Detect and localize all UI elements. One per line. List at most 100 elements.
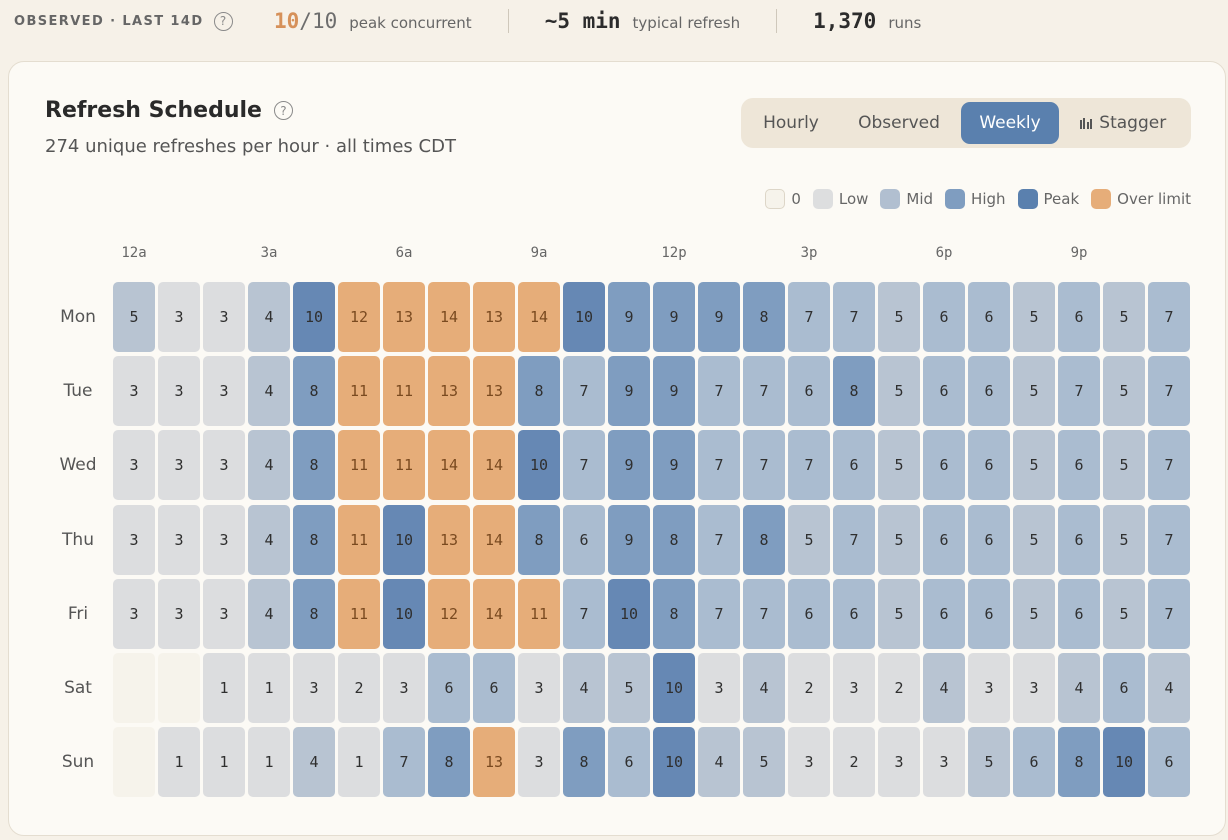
heatmap-cell[interactable]: 8 (293, 578, 335, 649)
heatmap-cell[interactable]: 8 (518, 504, 560, 575)
heatmap-cell[interactable]: 9 (608, 504, 650, 575)
heatmap-cell[interactable]: 6 (1013, 727, 1055, 798)
heatmap-cell[interactable]: 8 (653, 578, 695, 649)
heatmap-cell[interactable]: 10 (653, 653, 695, 723)
heatmap-cell[interactable]: 9 (608, 282, 650, 352)
heatmap-cell[interactable]: 3 (293, 653, 335, 723)
heatmap-cell[interactable]: 5 (878, 578, 920, 649)
heatmap-cell[interactable]: 4 (563, 653, 605, 723)
heatmap-cell[interactable]: 10 (383, 578, 425, 649)
heatmap-cell[interactable]: 2 (833, 727, 875, 798)
help-icon[interactable]: ? (213, 11, 233, 31)
heatmap-cell[interactable]: 7 (383, 727, 425, 798)
heatmap-cell[interactable]: 5 (788, 504, 830, 575)
heatmap-cell[interactable]: 13 (473, 356, 515, 427)
heatmap-cell[interactable]: 5 (1103, 578, 1145, 649)
heatmap-cell[interactable]: 13 (383, 282, 425, 352)
heatmap-cell[interactable]: 4 (743, 653, 785, 723)
heatmap-cell[interactable]: 8 (293, 504, 335, 575)
heatmap-cell[interactable]: 1 (203, 653, 245, 723)
heatmap-cell[interactable]: 6 (788, 356, 830, 427)
heatmap-cell[interactable]: 6 (833, 578, 875, 649)
heatmap-cell[interactable]: 11 (338, 578, 380, 649)
heatmap-cell[interactable]: 3 (113, 504, 155, 575)
heatmap-cell[interactable]: 8 (293, 356, 335, 427)
heatmap-cell[interactable]: 7 (1058, 356, 1100, 427)
heatmap-cell[interactable]: 7 (1148, 282, 1190, 352)
heatmap-cell[interactable]: 3 (203, 282, 245, 352)
heatmap-cell[interactable]: 5 (1013, 356, 1055, 427)
heatmap-cell[interactable]: 7 (743, 356, 785, 427)
heatmap-cell[interactable]: 6 (608, 727, 650, 798)
heatmap-cell[interactable]: 4 (248, 282, 290, 352)
heatmap-cell[interactable]: 8 (743, 282, 785, 352)
heatmap-cell[interactable]: 6 (923, 430, 965, 501)
heatmap-cell[interactable]: 12 (428, 578, 470, 649)
heatmap-cell[interactable]: 5 (968, 727, 1010, 798)
heatmap-cell[interactable]: 2 (878, 653, 920, 723)
heatmap-cell[interactable]: 7 (1148, 578, 1190, 649)
heatmap-cell[interactable]: 7 (563, 356, 605, 427)
heatmap-cell[interactable]: 5 (1103, 504, 1145, 575)
heatmap-cell[interactable]: 2 (788, 653, 830, 723)
heatmap-cell[interactable]: 13 (473, 727, 515, 798)
heatmap-cell[interactable]: 14 (428, 282, 470, 352)
heatmap-cell[interactable]: 6 (923, 504, 965, 575)
heatmap-cell[interactable]: 5 (1013, 430, 1055, 501)
heatmap-cell[interactable]: 3 (698, 653, 740, 723)
heatmap-cell[interactable]: 11 (338, 430, 380, 501)
heatmap-cell[interactable]: 10 (653, 727, 695, 798)
heatmap-cell[interactable]: 8 (428, 727, 470, 798)
heatmap-cell[interactable]: 8 (293, 430, 335, 501)
heatmap-cell[interactable]: 6 (788, 578, 830, 649)
heatmap-cell[interactable]: 3 (203, 504, 245, 575)
heatmap-cell[interactable]: 10 (518, 430, 560, 501)
heatmap-cell[interactable]: 14 (428, 430, 470, 501)
heatmap-cell[interactable]: 1 (338, 727, 380, 798)
heatmap-cell[interactable]: 5 (1013, 282, 1055, 352)
heatmap-cell[interactable]: 4 (248, 356, 290, 427)
heatmap-cell[interactable]: 14 (473, 504, 515, 575)
heatmap-cell[interactable]: 7 (698, 578, 740, 649)
heatmap-cell[interactable]: 8 (518, 356, 560, 427)
heatmap-cell[interactable] (158, 653, 200, 723)
heatmap-cell[interactable]: 3 (113, 578, 155, 649)
tab-weekly[interactable]: Weekly (961, 102, 1059, 144)
heatmap-cell[interactable] (113, 653, 155, 723)
heatmap-cell[interactable]: 7 (743, 430, 785, 501)
heatmap-cell[interactable]: 6 (923, 282, 965, 352)
heatmap-cell[interactable]: 6 (923, 356, 965, 427)
heatmap-cell[interactable]: 5 (1103, 282, 1145, 352)
heatmap-cell[interactable]: 4 (698, 727, 740, 798)
heatmap-cell[interactable]: 8 (563, 727, 605, 798)
help-icon[interactable]: ? (273, 101, 293, 120)
heatmap-cell[interactable]: 6 (428, 653, 470, 723)
heatmap-cell[interactable]: 14 (518, 282, 560, 352)
tab-hourly[interactable]: Hourly (745, 102, 837, 144)
heatmap-cell[interactable]: 6 (1058, 578, 1100, 649)
heatmap-cell[interactable]: 3 (518, 653, 560, 723)
heatmap-cell[interactable]: 11 (338, 504, 380, 575)
heatmap-cell[interactable]: 7 (1148, 504, 1190, 575)
heatmap-cell[interactable]: 5 (1013, 504, 1055, 575)
heatmap-cell[interactable]: 9 (608, 356, 650, 427)
heatmap-cell[interactable]: 6 (968, 504, 1010, 575)
heatmap-cell[interactable]: 5 (878, 504, 920, 575)
heatmap-cell[interactable]: 5 (1103, 430, 1145, 501)
heatmap-cell[interactable]: 9 (653, 282, 695, 352)
heatmap-cell[interactable]: 11 (383, 430, 425, 501)
heatmap-cell[interactable]: 3 (158, 282, 200, 352)
heatmap-cell[interactable]: 3 (158, 504, 200, 575)
heatmap-cell[interactable]: 7 (833, 282, 875, 352)
heatmap-cell[interactable]: 4 (248, 504, 290, 575)
heatmap-cell[interactable]: 4 (923, 653, 965, 723)
heatmap-cell[interactable]: 12 (338, 282, 380, 352)
heatmap-cell[interactable]: 7 (743, 578, 785, 649)
heatmap-cell[interactable]: 3 (158, 430, 200, 501)
heatmap-cell[interactable]: 5 (608, 653, 650, 723)
heatmap-cell[interactable]: 3 (788, 727, 830, 798)
heatmap-cell[interactable]: 6 (473, 653, 515, 723)
heatmap-cell[interactable]: 5 (1103, 356, 1145, 427)
heatmap-cell[interactable]: 3 (878, 727, 920, 798)
heatmap-cell[interactable]: 3 (158, 356, 200, 427)
